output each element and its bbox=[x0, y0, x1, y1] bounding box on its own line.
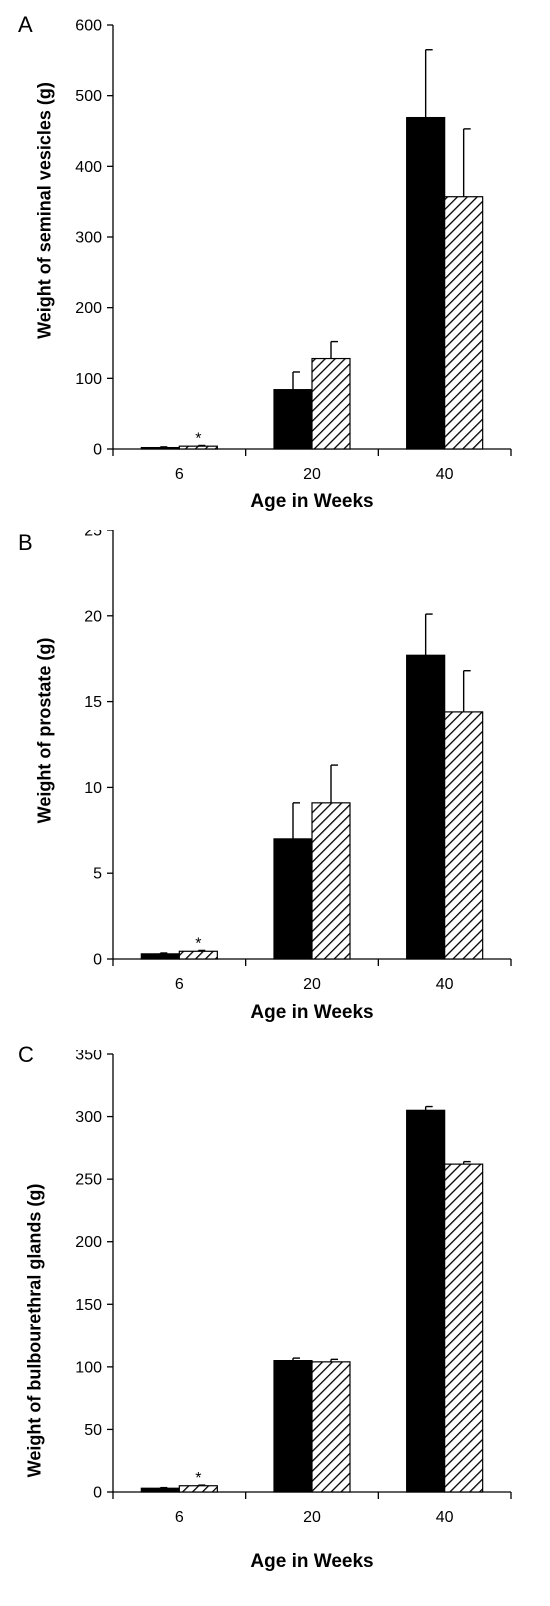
y-tick-label: 300 bbox=[75, 1109, 102, 1126]
y-axis-label-c: Weight of bulbourethral glands (g) bbox=[24, 1183, 45, 1478]
bar-solid bbox=[140, 1487, 180, 1493]
x-tick-label: 20 bbox=[303, 976, 321, 993]
chart-b-plot: 0 5 10 15 20 25 6 20 40 * bbox=[84, 530, 512, 993]
x-axis-label-b: Age in Weeks bbox=[250, 1002, 374, 1023]
x-axis-label-c: Age in Weeks bbox=[250, 1551, 374, 1572]
bar-hatched bbox=[178, 950, 218, 960]
y-tick-label: 15 bbox=[84, 694, 102, 711]
bar-hatched bbox=[444, 196, 484, 450]
y-tick-label: 100 bbox=[75, 371, 102, 388]
panel-label-b: B bbox=[18, 530, 33, 555]
y-tick-label: 500 bbox=[75, 88, 102, 105]
bar-solid bbox=[140, 953, 180, 960]
x-tick-label: 40 bbox=[436, 1509, 454, 1526]
bar-solid bbox=[273, 389, 313, 450]
x-tick-label: 6 bbox=[175, 976, 184, 993]
y-tick-label: 200 bbox=[75, 1234, 102, 1251]
x-tick-label: 6 bbox=[175, 466, 184, 483]
x-tick-label: 40 bbox=[436, 976, 454, 993]
y-tick-label: 600 bbox=[75, 18, 102, 35]
bar-solid bbox=[406, 654, 446, 960]
y-tick-label: 200 bbox=[75, 300, 102, 317]
y-axis-label-a: Weight of seminal vesicles (g) bbox=[34, 82, 55, 339]
y-tick-label: 50 bbox=[84, 1422, 102, 1439]
y-tick-label: 150 bbox=[75, 1297, 102, 1314]
y-tick-label: 10 bbox=[84, 780, 102, 797]
bar-hatched bbox=[311, 802, 351, 960]
panel-label-a: A bbox=[18, 12, 33, 37]
bar-hatched bbox=[311, 357, 351, 450]
bar-hatched bbox=[444, 1163, 484, 1493]
x-tick-label: 6 bbox=[175, 1509, 184, 1526]
y-tick-label: 100 bbox=[75, 1359, 102, 1376]
bar-solid bbox=[140, 446, 180, 450]
x-tick-label: 20 bbox=[303, 466, 321, 483]
chart-a-plot: 0 100 200 300 400 500 600 6 20 40 * bbox=[75, 18, 512, 483]
chart-panel-a: A 0 100 200 300 400 500 600 6 20 40 * Weight of se… bbox=[0, 0, 550, 530]
y-tick-label: 0 bbox=[93, 952, 102, 969]
bar-hatched bbox=[444, 711, 484, 960]
y-tick-label: 20 bbox=[84, 608, 102, 625]
significance-marker: * bbox=[195, 935, 201, 952]
chart-panel-b: B 0 5 10 15 20 25 6 20 40 * Weight of prostate (g… bbox=[0, 530, 550, 1050]
y-tick-label: 5 bbox=[93, 866, 102, 883]
y-tick-label: 250 bbox=[75, 1172, 102, 1189]
y-tick-label: 0 bbox=[93, 1485, 102, 1502]
y-axis-label-b: Weight of prostate (g) bbox=[34, 637, 55, 824]
significance-marker: * bbox=[195, 430, 201, 447]
bar-solid bbox=[406, 116, 446, 450]
y-tick-label: 0 bbox=[93, 442, 102, 459]
chart-c-plot: 0 50 100 150 200 250 300 350 6 20 40 * bbox=[75, 1050, 512, 1526]
x-axis-label-a: Age in Weeks bbox=[250, 491, 374, 512]
significance-marker: * bbox=[195, 1470, 201, 1487]
bar-solid bbox=[406, 1109, 446, 1493]
y-tick-label: 300 bbox=[75, 230, 102, 247]
x-tick-label: 40 bbox=[436, 466, 454, 483]
y-tick-label: 400 bbox=[75, 159, 102, 176]
bar-solid bbox=[273, 1360, 313, 1493]
chart-panel-c: C 0 50 100 150 200 250 300 350 6 20 40 * Weight of … bbox=[0, 1042, 550, 1606]
y-tick-label: 25 bbox=[84, 530, 102, 540]
x-tick-label: 20 bbox=[303, 1509, 321, 1526]
bar-solid bbox=[273, 838, 313, 960]
y-tick-label: 350 bbox=[75, 1050, 102, 1064]
bar-hatched bbox=[311, 1361, 351, 1493]
panel-label-c: C bbox=[18, 1042, 34, 1067]
